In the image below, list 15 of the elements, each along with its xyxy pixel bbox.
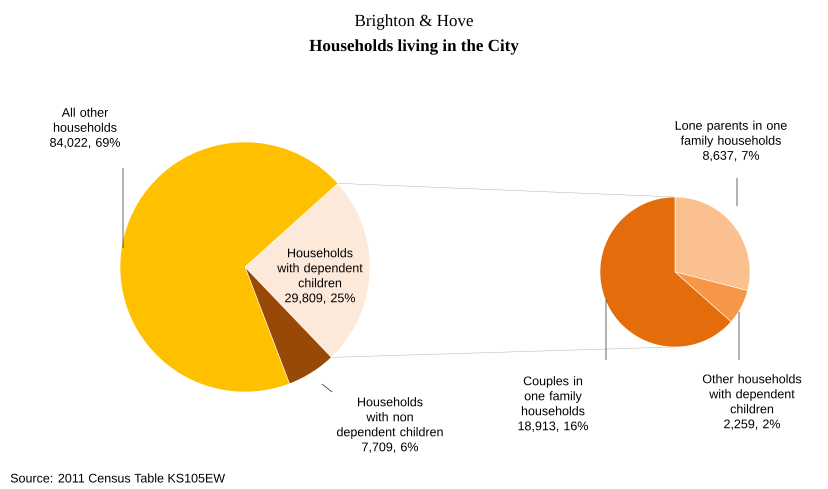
slice-label: Other households with dependent children	[702, 374, 802, 414]
data-label: 84,022, 69%	[50, 138, 120, 148]
data-label: 8,637, 7%	[703, 150, 760, 162]
data-label: 2,259, 2%	[724, 419, 780, 430]
slice-label: Households with non dependent children	[337, 397, 443, 439]
slice-label: Lone parents in one family households	[676, 120, 787, 148]
slice-label: Households with dependent children	[277, 248, 363, 288]
data-label: 7,709, 6%	[362, 442, 418, 453]
slice-label: Couples in one family households	[522, 376, 585, 416]
chart-subtitle: Households living in the City	[309, 39, 519, 55]
data-label: 29,809, 25%	[285, 293, 355, 304]
source-note: Source: 2011 Census Table KS105EW	[10, 473, 226, 483]
chart-title: Brighton & Hove	[354, 14, 473, 30]
data-label: 18,913, 16%	[518, 421, 588, 432]
slice-label: All other households	[54, 108, 117, 132]
